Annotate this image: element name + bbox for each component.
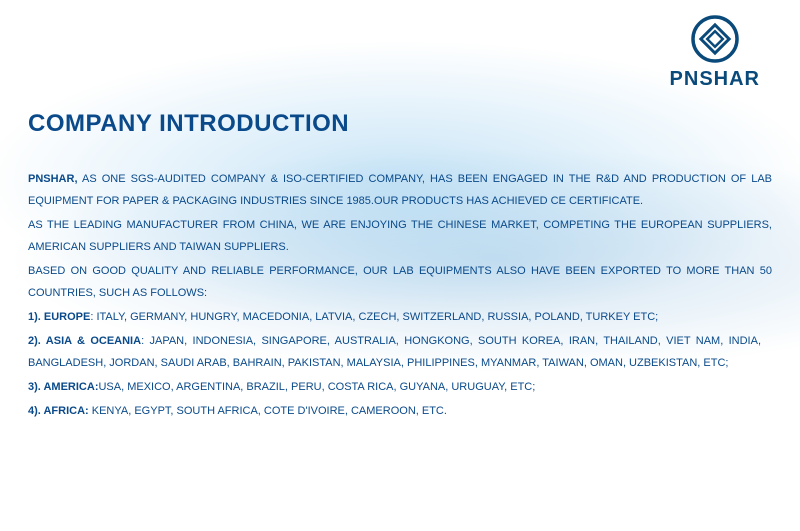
- region-list: USA, MEXICO, ARGENTINA, BRAZIL, PERU, CO…: [98, 381, 535, 393]
- logo-block: PNSHAR: [670, 14, 760, 91]
- region-label: 3). AMERICA:: [28, 381, 98, 393]
- logo-icon: [690, 14, 740, 64]
- region-asia-oceania: 2). ASIA & OCEANIA: JAPAN, INDONESIA, SI…: [28, 330, 772, 374]
- region-list: KENYA, EGYPT, SOUTH AFRICA, COTE D'IVOIR…: [89, 405, 447, 417]
- paragraph-3: BASED ON GOOD QUALITY AND RELIABLE PERFO…: [28, 260, 772, 304]
- region-list: : ITALY, GERMANY, HUNGRY, MACEDONIA, LAT…: [90, 311, 658, 323]
- region-america: 3). AMERICA:USA, MEXICO, ARGENTINA, BRAZ…: [28, 376, 772, 398]
- region-europe: 1). EUROPE: ITALY, GERMANY, HUNGRY, MACE…: [28, 306, 772, 328]
- brand-lead: PNSHAR,: [28, 173, 78, 185]
- para1-text: AS ONE SGS-AUDITED COMPANY & ISO-CERTIFI…: [28, 173, 772, 207]
- region-label: 1). EUROPE: [28, 311, 90, 323]
- paragraph-intro: PNSHAR, AS ONE SGS-AUDITED COMPANY & ISO…: [28, 168, 772, 212]
- body-text: PNSHAR, AS ONE SGS-AUDITED COMPANY & ISO…: [28, 168, 772, 424]
- region-africa: 4). AFRICA: KENYA, EGYPT, SOUTH AFRICA, …: [28, 400, 772, 422]
- page-title: COMPANY INTRODUCTION: [28, 110, 349, 138]
- region-label: 4). AFRICA:: [28, 405, 89, 417]
- paragraph-2: AS THE LEADING MANUFACTURER FROM CHINA, …: [28, 214, 772, 258]
- region-label: 2). ASIA & OCEANIA: [28, 335, 141, 347]
- brand-name: PNSHAR: [670, 68, 760, 91]
